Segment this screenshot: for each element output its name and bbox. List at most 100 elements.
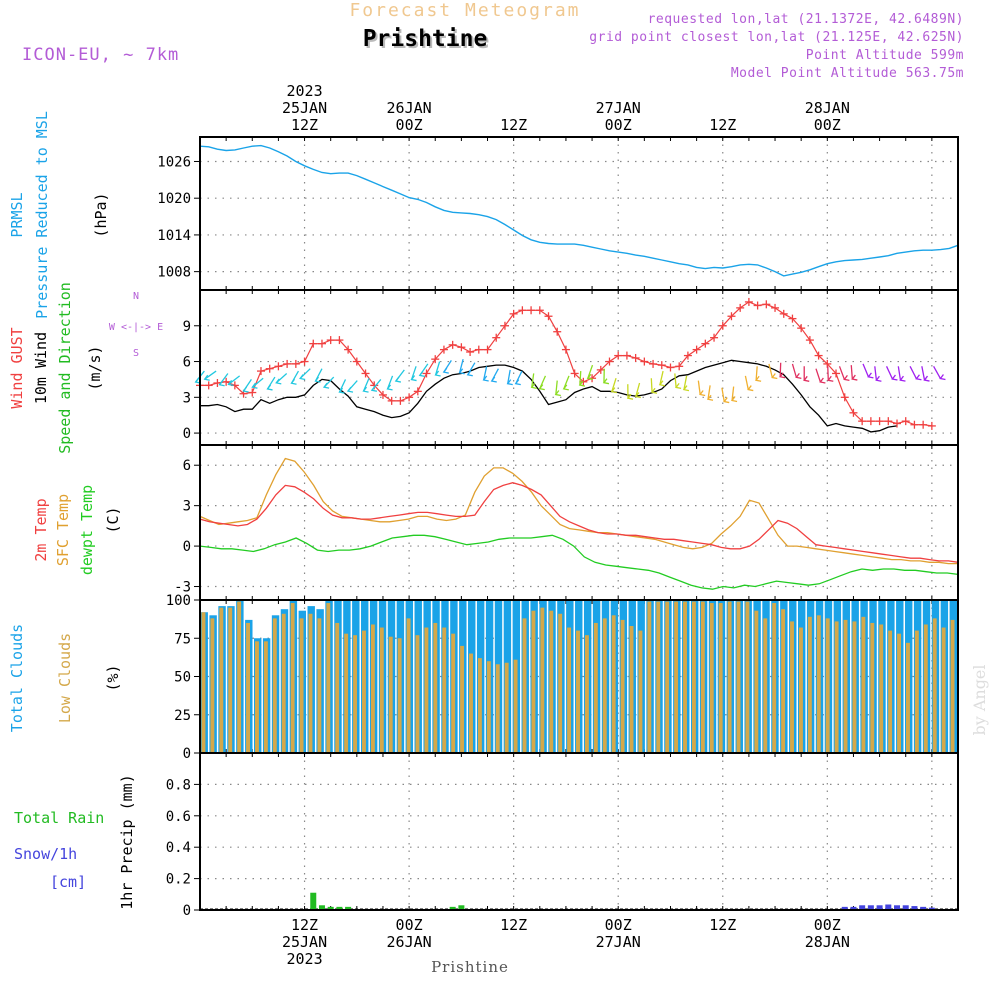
top-axis-label: 25JAN: [282, 99, 327, 117]
wind-direction-arrowhead: [634, 392, 641, 399]
gust-marker: [605, 357, 614, 366]
wind-direction-arrowhead: [299, 374, 306, 381]
gust-marker: [814, 351, 823, 360]
low-cloud-bar: [299, 618, 304, 753]
gust-marker: [500, 321, 509, 330]
low-cloud-bar: [567, 627, 572, 753]
gust-marker: [222, 377, 231, 386]
gust-marker: [518, 306, 527, 315]
wind-direction-arrow: [731, 386, 735, 401]
wind-direction-arrowhead: [779, 372, 786, 379]
gust-marker: [483, 345, 492, 354]
y-tick-label: 9: [183, 319, 191, 335]
top-axis-label: 26JAN: [387, 99, 432, 117]
low-cloud-bar: [379, 627, 384, 753]
wind-direction-arrowhead: [939, 374, 946, 381]
wind-direction-arrowhead: [227, 380, 234, 387]
temp-unit: (C): [104, 506, 122, 533]
wind-direction-arrowhead: [682, 385, 690, 392]
gust-marker: [396, 396, 405, 405]
low-cloud-bar: [210, 618, 215, 753]
low-cloud-bar: [611, 615, 616, 753]
low-cloud-bar: [816, 615, 821, 753]
snow-bar: [841, 906, 848, 910]
point-altitude: Point Altitude 599m: [806, 48, 964, 63]
wind-direction-arrow: [579, 371, 582, 386]
gust-marker: [675, 362, 684, 371]
gust-marker: [448, 340, 457, 349]
gust-marker: [779, 309, 788, 318]
wind-direction-arrowhead: [442, 367, 449, 374]
pressure-panel: 1008 1014 1020 1026: [157, 136, 959, 291]
y-tick-label: 0.6: [166, 809, 191, 825]
low-cloud-bar: [700, 601, 705, 753]
y-tick-label: 3: [183, 499, 191, 515]
temp2m-line: [199, 482, 959, 563]
wind-direction-arrowhead: [482, 375, 489, 382]
wind-direction-arrow: [874, 366, 878, 381]
grid-coords: grid point closest lon,lat (21.125E, 42.…: [589, 30, 964, 45]
snow-bar: [850, 906, 857, 910]
bottom-axis-label: 12Z: [500, 916, 527, 934]
pressure-labels: PRMSL Pressure Reduced to MSL (hPa): [8, 111, 110, 319]
wind-direction-arrowhead: [899, 375, 906, 382]
wind-direction-arrow: [434, 361, 441, 376]
temperature-panel: -3 0 3 6: [174, 444, 959, 601]
gust-marker: [893, 419, 902, 428]
gust-marker: [335, 336, 344, 345]
low-cloud-bar: [870, 622, 875, 753]
wind-direction-arrowhead: [290, 378, 297, 385]
wind-direction-arrow: [204, 370, 217, 380]
wind-direction-arrowhead: [554, 390, 561, 397]
low-cloud-bar: [522, 618, 527, 753]
low-cloud-bar: [477, 658, 482, 753]
low-cloud-bar: [335, 622, 340, 753]
y-tick-label: 1020: [157, 191, 191, 207]
y-tick-label: 0: [183, 903, 191, 919]
top-axis-label: 00Z: [605, 116, 632, 134]
low-cloud-bar: [798, 627, 803, 753]
low-cloud-bar: [433, 622, 438, 753]
gust-marker: [265, 364, 274, 373]
low-cloud-bar: [424, 627, 429, 753]
wind-direction-arrowhead: [803, 375, 810, 382]
rain-bar: [310, 892, 317, 910]
wind-direction-arrow: [791, 363, 797, 378]
precip-unit: 1hr Precip (mm): [118, 774, 136, 909]
wind-direction-arrowhead: [843, 375, 850, 382]
gust-marker: [858, 417, 867, 426]
gust-marker: [718, 321, 727, 330]
compass-s: S: [133, 348, 139, 359]
wind-direction-arrowhead: [314, 376, 321, 383]
temp2m-label: 2m Temp: [32, 498, 50, 561]
low-cloud-bar: [246, 622, 251, 753]
wind-panel: 0 3 6 9: [183, 289, 959, 446]
low-cloud-bar: [638, 630, 643, 753]
prmsl-label: PRMSL: [8, 192, 26, 237]
gust-marker: [753, 301, 762, 310]
y-tick-label: 0.4: [166, 840, 191, 856]
y-tick-label: 0.8: [166, 777, 191, 793]
wind-direction-arrowhead: [538, 384, 545, 391]
snow-bar: [876, 905, 883, 910]
wind-direction-arrowhead: [490, 376, 497, 383]
y-tick-label: 0: [183, 426, 191, 442]
snow-bar: [920, 906, 927, 910]
wind-direction-arrow: [659, 370, 664, 385]
y-tick-label: 0.2: [166, 872, 191, 888]
gust-marker: [701, 339, 710, 348]
wind-direction-arrowhead: [747, 385, 754, 392]
gust-marker: [457, 343, 466, 352]
clouds-labels: Total Clouds Low Clouds (%): [8, 624, 122, 732]
footer-location: Prishtine: [431, 958, 509, 976]
low-cloud-bar: [718, 603, 723, 753]
low-cloud-bar: [504, 662, 509, 753]
low-cloud-bar: [344, 633, 349, 753]
panel-frame: [199, 444, 959, 601]
gust-marker: [683, 351, 692, 360]
low-cloud-bar: [317, 618, 322, 753]
gust-marker: [614, 351, 623, 360]
wind-direction-arrowhead: [386, 384, 393, 391]
gust-marker: [405, 393, 414, 402]
